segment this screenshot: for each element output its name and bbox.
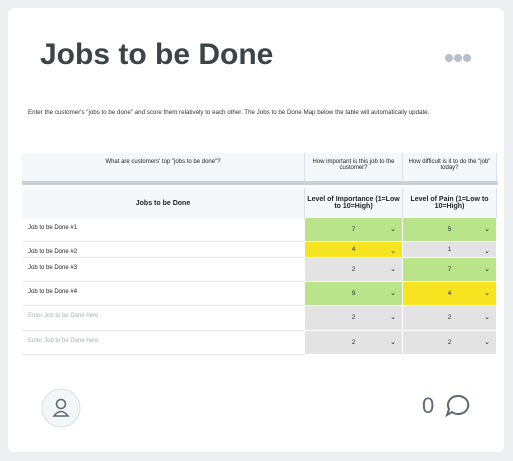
score-select[interactable]: 4 [403, 282, 497, 306]
score-select[interactable]: 7 [403, 258, 497, 282]
card: Jobs to be Done Enter the customer's "jo… [8, 8, 504, 452]
question: What are customers' top "jobs to be done… [22, 153, 305, 181]
score-select[interactable]: 7 [305, 218, 403, 242]
more-menu[interactable] [444, 51, 474, 65]
column-header: Level of Importance (1=Low to 10=High) [305, 188, 403, 218]
score-select[interactable]: 2 [305, 331, 403, 355]
job-cell: Enter Job to be Done here [22, 306, 305, 331]
job-cell: Job to be Done #2 [22, 242, 305, 258]
job-cell: Job to be Done #3 [22, 258, 305, 282]
divider [22, 181, 498, 185]
description: Enter the customer's "jobs to be done" a… [28, 109, 430, 116]
comment-count: 0 [422, 393, 435, 418]
table: What are customers' top "jobs to be done… [22, 145, 498, 355]
job-cell: Job to be Done #4 [22, 282, 305, 306]
score-select[interactable]: 4 [305, 242, 403, 258]
title: Jobs to be Done [40, 38, 274, 71]
column-header: Jobs to be Done [22, 188, 305, 218]
score-select[interactable]: 2 [305, 306, 403, 331]
score-select[interactable]: 1 [403, 242, 497, 258]
column-header: Level of Pain (1=Low to 10=High) [403, 188, 497, 218]
score-select[interactable]: 5 [403, 218, 497, 242]
job-cell: Job to be Done #1 [22, 218, 305, 242]
job-cell: Enter Job to be Done here [22, 331, 305, 355]
score-select[interactable]: 9 [305, 282, 403, 306]
comment-icon[interactable] [445, 394, 471, 418]
score-select[interactable]: 2 [403, 306, 497, 331]
score-select[interactable]: 2 [305, 258, 403, 282]
score-select[interactable]: 2 [403, 331, 497, 355]
question: How difficult is it to do the "job" toda… [403, 153, 497, 181]
question: How important is this job to the custome… [305, 153, 403, 181]
avatar[interactable] [41, 388, 81, 428]
